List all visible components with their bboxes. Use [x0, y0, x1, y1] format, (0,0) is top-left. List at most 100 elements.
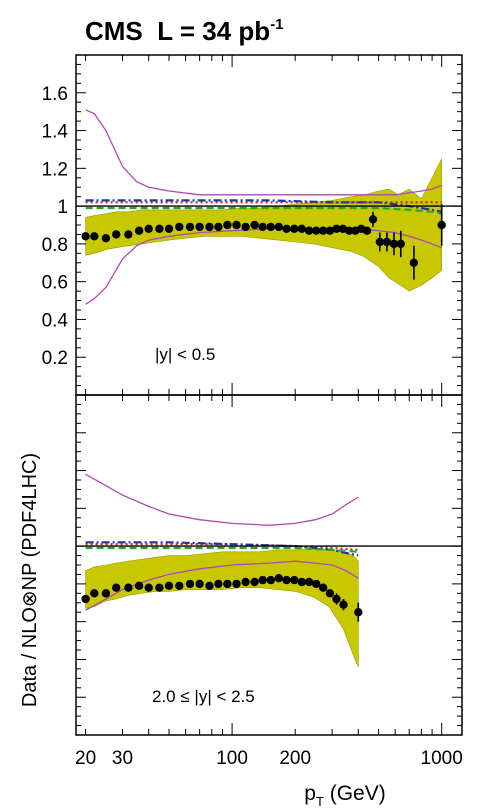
y-tick-label: 1.2 — [42, 159, 68, 180]
data-point — [304, 226, 314, 235]
x-axis-label-unit: (GeV) — [324, 782, 386, 805]
data-point — [241, 222, 250, 232]
data-point — [274, 574, 283, 583]
data-point — [409, 258, 419, 267]
data-point — [101, 234, 111, 243]
data-point — [90, 232, 99, 241]
ticks-bottom — [76, 395, 462, 735]
data-point — [185, 222, 195, 232]
y-tick-label: 0.8 — [42, 235, 68, 256]
data-point — [232, 579, 241, 589]
data-point — [205, 581, 214, 590]
data-point — [81, 232, 90, 241]
data-point — [297, 224, 306, 233]
data-point — [362, 226, 372, 235]
y-tick-label: 0.6 — [42, 273, 68, 294]
data-point — [164, 581, 174, 590]
data-point — [382, 237, 392, 247]
theory-curve-solid — [85, 109, 442, 196]
data-point — [124, 230, 133, 239]
theory-curve-solid — [85, 560, 359, 611]
data-point — [389, 239, 399, 249]
data-point — [155, 224, 164, 233]
annotation-bottom: 2.0 ≤ |y| < 2.5 — [152, 687, 255, 706]
theory-curve-dashdot — [85, 199, 442, 213]
data-point — [274, 222, 283, 232]
y-tick-label: 1 — [57, 197, 68, 218]
data-point — [332, 594, 341, 604]
x-tick-label: 200 — [279, 748, 311, 769]
data-point — [375, 237, 385, 247]
y-tick-label: 1.4 — [42, 122, 69, 143]
data-point — [312, 226, 321, 235]
data-point — [112, 230, 121, 239]
x-tick-label: 20 — [75, 748, 96, 769]
x-tick-label: 30 — [112, 748, 133, 769]
data-point — [223, 579, 232, 589]
y-tick-label: 0.2 — [42, 348, 68, 369]
ticks-top — [76, 55, 462, 395]
panel-bottom: 2.0 ≤ |y| < 2.5 — [75, 394, 463, 736]
x-axis-label-main: p — [304, 782, 316, 805]
data-point — [185, 579, 195, 589]
data-point — [319, 226, 328, 235]
data-point — [134, 581, 144, 590]
data-point — [195, 222, 204, 232]
theory-curve-dashed — [85, 206, 442, 215]
data-point — [368, 215, 378, 224]
x-axis-label-subscript: T — [316, 794, 324, 809]
data-point — [214, 222, 223, 232]
data-point — [134, 226, 144, 235]
data-point — [319, 583, 328, 592]
data-point — [325, 226, 335, 235]
data-point — [155, 583, 164, 592]
data-point — [258, 575, 267, 585]
data-point — [354, 608, 363, 617]
data-point — [250, 577, 259, 587]
data-point — [241, 577, 250, 587]
x-tick-label: 100 — [216, 748, 248, 769]
data-point — [282, 224, 291, 233]
x-tick-labels: 20 30 100 200 1000 — [75, 748, 463, 769]
data-point — [282, 575, 291, 585]
data-point — [205, 222, 214, 232]
data-point — [345, 226, 354, 235]
theory-curve-solid — [85, 473, 359, 526]
data-point — [232, 220, 241, 230]
data-point — [195, 579, 204, 589]
data-point — [332, 224, 341, 233]
data-point — [325, 589, 335, 598]
data-point — [290, 575, 299, 585]
x-tick-label: 1000 — [421, 748, 463, 769]
data-point — [290, 224, 299, 233]
data-point — [396, 239, 405, 249]
data-point — [258, 222, 267, 232]
theory-curve-dashdot — [85, 541, 359, 557]
data-point — [175, 581, 184, 590]
y-tick-label: 1.6 — [42, 84, 68, 105]
y-tick-label: 0.4 — [42, 310, 69, 331]
data-point — [266, 575, 275, 585]
data-point — [266, 222, 275, 232]
data-point — [90, 589, 99, 598]
data-point — [214, 579, 223, 589]
data-point — [144, 583, 153, 592]
data-point — [81, 594, 90, 604]
data-point — [124, 583, 133, 592]
data-point — [101, 589, 111, 598]
data-point — [112, 583, 121, 592]
chart-title: CMS L = 34 pb-1 — [85, 16, 284, 46]
theory-curve-dashed — [85, 546, 359, 553]
data-point — [164, 224, 174, 233]
y-axis-label: Data / NLO⊗NP (PDF4LHC) — [19, 453, 41, 707]
y-tick-labels: 0.2 0.4 0.6 0.8 1 1.2 1.4 1.6 — [42, 84, 69, 369]
panel-top: |y| < 0.5 — [75, 54, 463, 396]
data-point — [175, 222, 184, 232]
annotation-top: |y| < 0.5 — [155, 345, 215, 364]
data-point — [304, 577, 314, 587]
data-point — [312, 579, 321, 589]
data-point — [339, 600, 348, 609]
data-point — [223, 220, 232, 230]
x-axis-label: pT (GeV) — [304, 782, 385, 809]
